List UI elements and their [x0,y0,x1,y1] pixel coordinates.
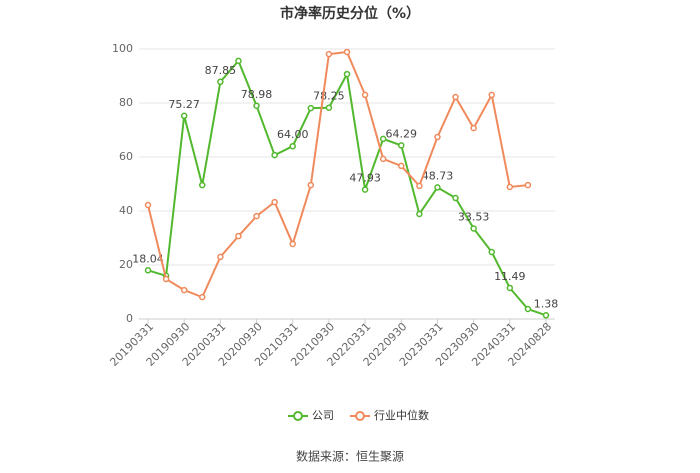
point [398,162,405,170]
value-label: 11.49 [494,270,526,283]
point [398,142,405,149]
point [470,124,477,132]
point [307,104,315,112]
value-label: 1.38 [534,297,559,310]
chart-title: 市净率历史分位（%） [280,5,420,22]
point [434,133,441,141]
point [325,50,333,58]
point [199,293,206,301]
series-line [147,58,547,317]
value-label: 18.04 [132,252,164,265]
point [506,284,514,292]
point [253,102,260,110]
point [379,135,387,143]
y-tick-label: 60 [119,150,133,163]
legend-label: 公司 [312,409,334,422]
point [217,253,224,261]
point [542,312,550,319]
point [416,210,423,218]
point [144,201,152,209]
point [162,275,170,283]
point [416,182,423,190]
series-line [147,50,529,299]
legend-icon [355,411,365,421]
point [325,104,333,111]
point [199,181,206,189]
point [470,225,477,232]
value-label: 47.93 [349,172,381,185]
value-label: 78.98 [241,88,273,101]
point [253,212,260,220]
legend-label: 行业中位数 [374,408,429,422]
y-tick-label: 80 [119,96,133,109]
value-label: 87.85 [205,64,237,77]
point [144,267,152,274]
value-label: 75.27 [168,98,200,111]
point [343,70,351,78]
point [452,93,459,101]
point [379,155,387,163]
point [361,91,369,99]
point [488,91,495,99]
legend-icon [293,411,303,421]
point [180,112,188,120]
point [524,305,532,313]
value-label: 64.00 [277,128,309,141]
point [217,78,224,86]
point [488,248,495,256]
point [289,240,296,248]
value-label: 64.29 [386,127,418,140]
point [343,48,351,56]
point [452,194,459,202]
point [271,151,278,159]
point [235,57,242,65]
point [235,232,242,240]
value-label: 33.53 [458,210,490,223]
y-tick-label: 20 [119,258,133,271]
y-tick-label: 40 [119,204,133,217]
value-label: 48.73 [422,169,454,182]
point [524,181,532,189]
point [434,184,441,191]
point [271,198,278,206]
y-tick-label: 100 [112,42,133,55]
point [289,142,296,150]
y-tick-label: 0 [126,312,133,325]
point [180,286,188,294]
point [361,186,369,193]
value-label: 78.25 [313,90,345,103]
point [506,183,514,191]
point [307,181,315,189]
source: 数据来源：恒生聚源 [296,449,404,464]
